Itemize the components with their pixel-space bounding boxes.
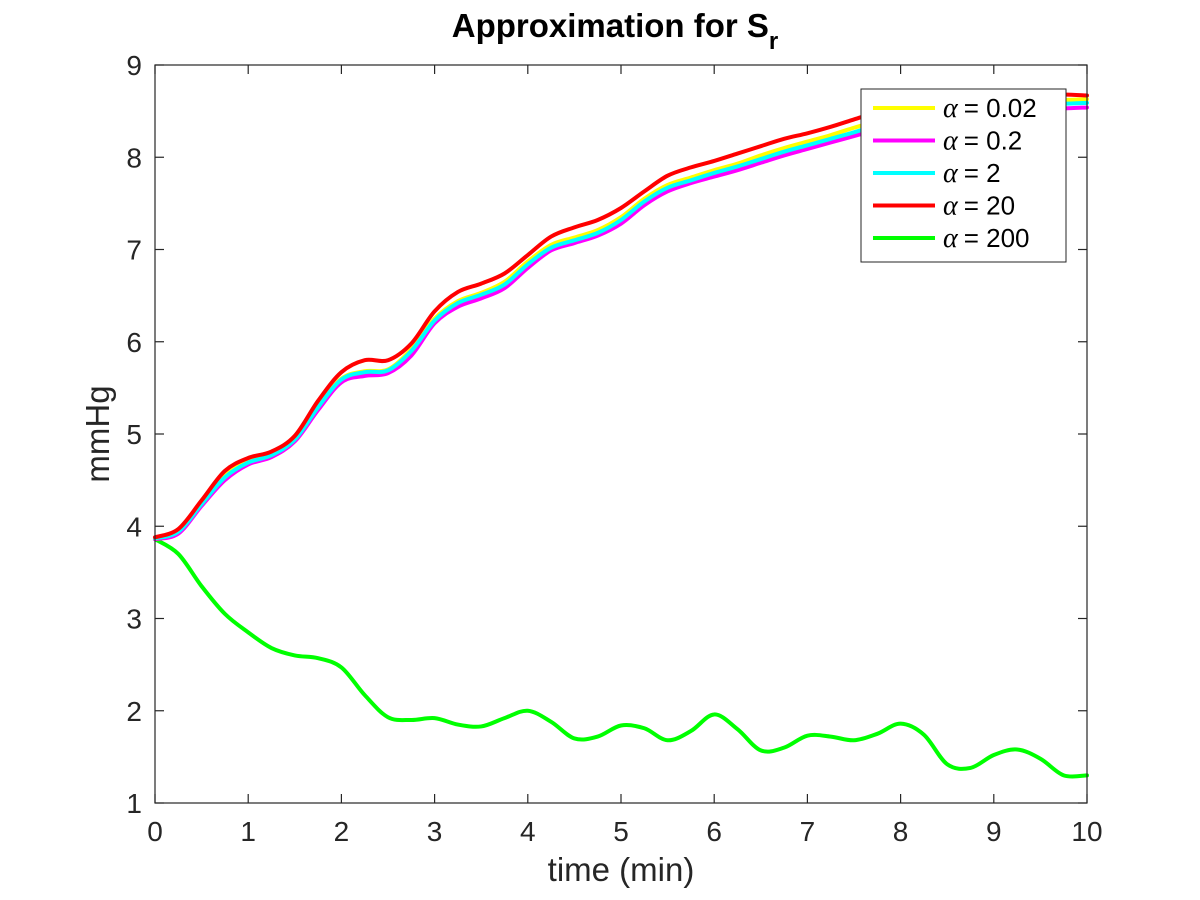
x-tick-label: 1: [240, 816, 256, 847]
legend-label: α = 2: [943, 158, 1001, 189]
legend-label: α = 0.2: [943, 126, 1022, 157]
y-tick-label: 9: [126, 50, 142, 81]
y-tick-label: 3: [126, 604, 142, 635]
y-tick-label: 5: [126, 419, 142, 450]
legend-alpha-symbol: α: [943, 158, 959, 189]
y-tick-label: 8: [126, 142, 142, 173]
chart-title-main: Approximation for S: [452, 7, 769, 44]
x-tick-label: 8: [893, 816, 909, 847]
x-tick-label: 10: [1071, 816, 1102, 847]
legend-label: α = 200: [943, 223, 1030, 254]
legend-item: α = 0.02: [873, 93, 1037, 124]
legend-value: = 20: [964, 191, 1015, 221]
legend-alpha-symbol: α: [943, 126, 959, 157]
series-line: [153, 537, 1089, 779]
legend-item: α = 20: [873, 191, 1015, 222]
y-tick-label: 7: [126, 235, 142, 266]
plot-frame: [154, 64, 1088, 804]
x-tick-label: 3: [427, 816, 443, 847]
y-tick-label: 4: [126, 511, 142, 542]
legend: α = 0.02α = 0.2α = 2α = 20α = 200: [860, 88, 1067, 263]
legend-value: = 2: [964, 158, 1001, 188]
x-tick-labels: 0 1 2 3 4 5 6 7 8 9 10: [147, 816, 1102, 847]
legend-value: = 0.02: [964, 93, 1037, 123]
legend-label: α = 0.02: [943, 93, 1037, 124]
legend-box: [860, 88, 1067, 263]
x-axis-label: time (min): [548, 851, 695, 888]
chart-title: Approximation for Sr: [452, 7, 779, 55]
y-tick-label: 6: [126, 327, 142, 358]
y-axis-label: mmHg: [79, 385, 116, 482]
x-tick-label: 9: [986, 816, 1002, 847]
x-tick-label: 5: [613, 816, 629, 847]
legend-alpha-symbol: α: [943, 93, 959, 124]
x-tick-label: 7: [800, 816, 816, 847]
legend-value: = 0.2: [964, 126, 1023, 156]
legend-label: α = 20: [943, 191, 1015, 222]
y-tick-label: 1: [126, 788, 142, 819]
y-tick-label: 2: [126, 696, 142, 727]
chart-title-subscript: r: [769, 28, 778, 55]
x-tick-label: 6: [706, 816, 722, 847]
legend-alpha-symbol: α: [943, 223, 959, 254]
legend-item: α = 200: [873, 223, 1030, 254]
legend-items: α = 0.02α = 0.2α = 2α = 20α = 200: [873, 93, 1037, 254]
x-tick-label: 4: [520, 816, 536, 847]
y-tick-labels: 1 2 3 4 5 6 7 8 9: [126, 50, 142, 819]
legend-item: α = 0.2: [873, 126, 1022, 157]
x-tick-label: 2: [334, 816, 350, 847]
legend-alpha-symbol: α: [943, 191, 959, 222]
x-tick-label: 0: [147, 816, 163, 847]
legend-value: = 200: [964, 223, 1030, 253]
legend-item: α = 2: [873, 158, 1001, 189]
